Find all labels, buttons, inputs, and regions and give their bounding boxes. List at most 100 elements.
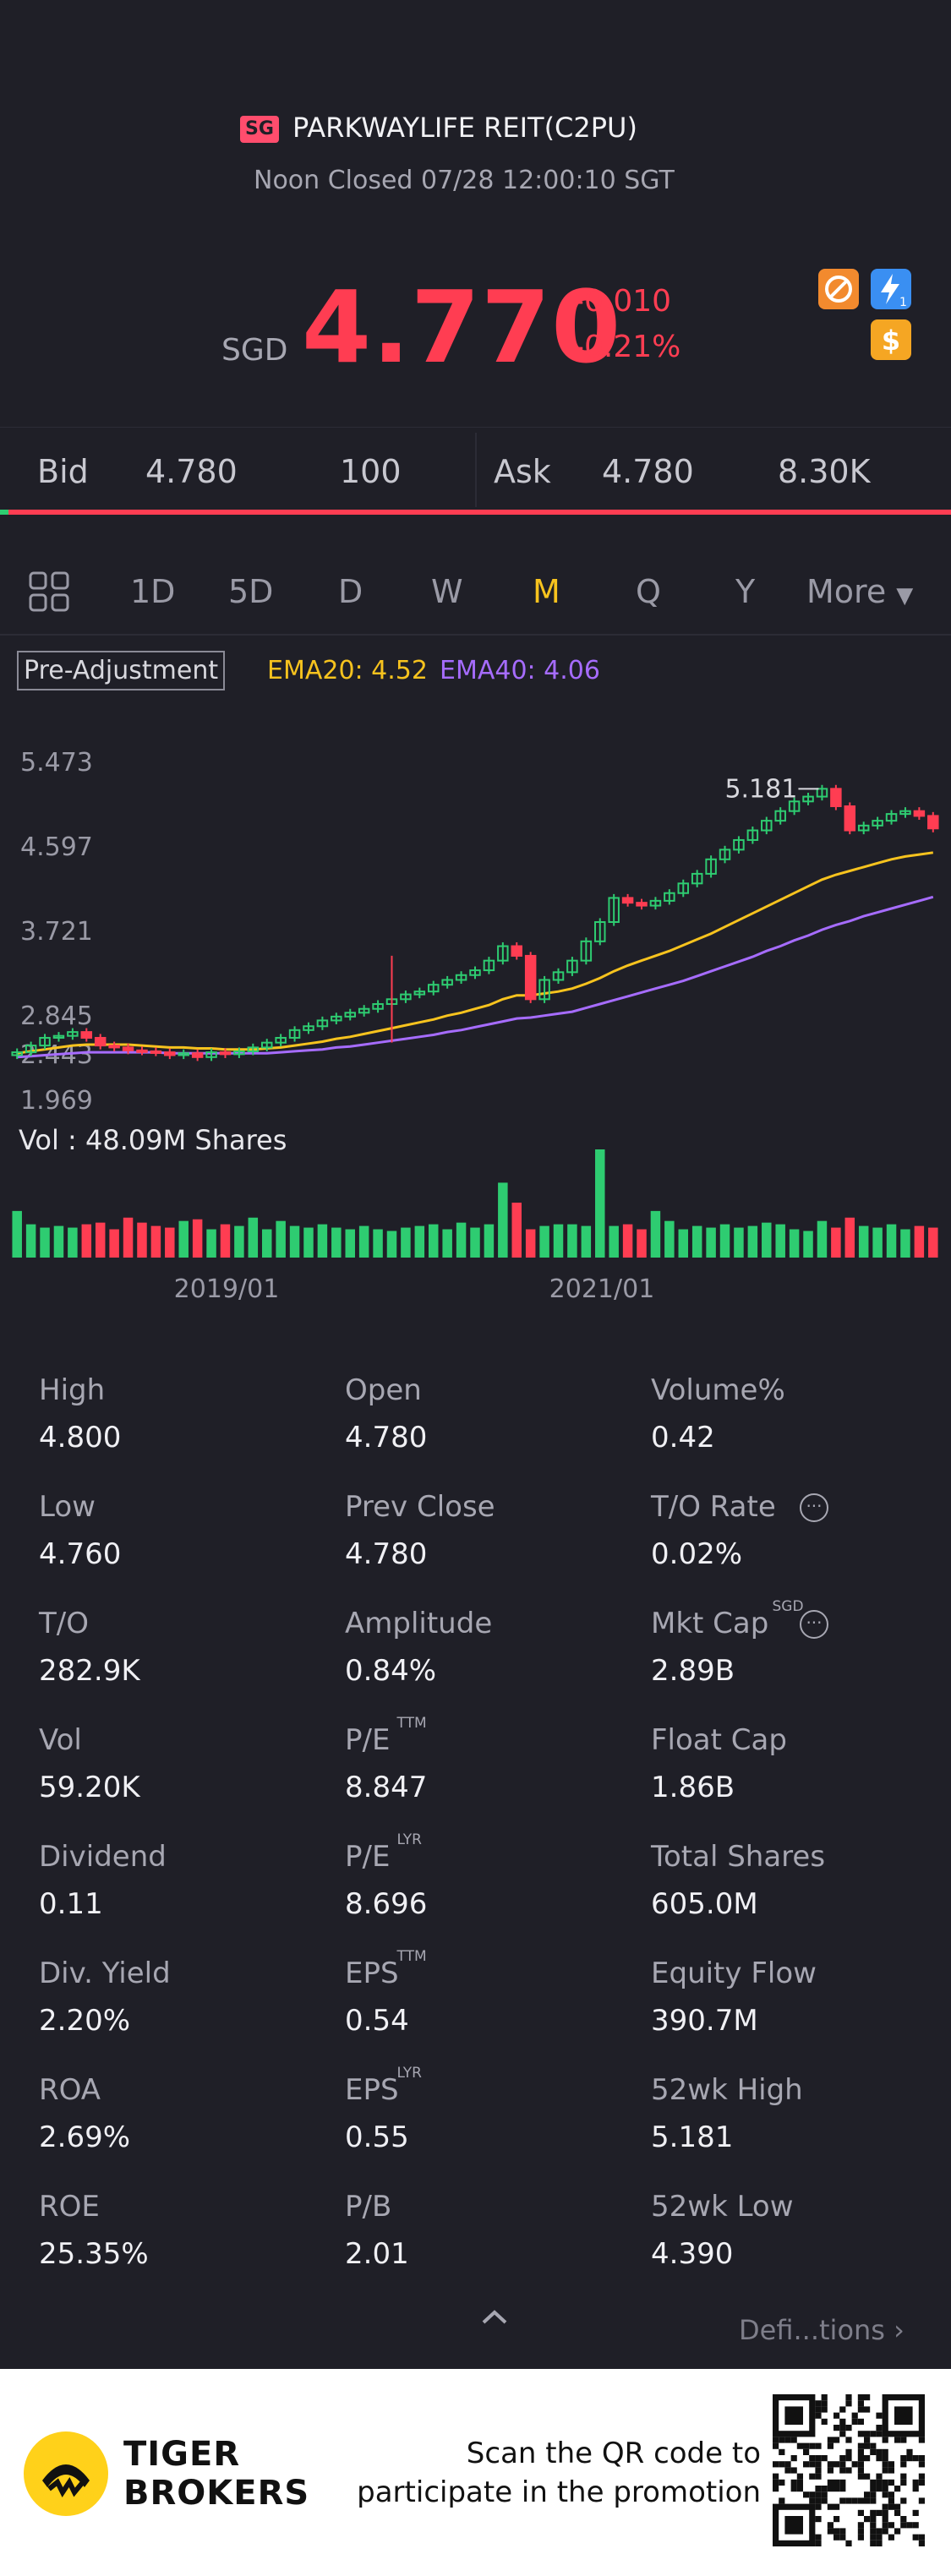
qr-module — [845, 2448, 852, 2455]
stat-value: 0.02% — [651, 1537, 743, 1571]
qr-module — [773, 2461, 779, 2468]
volume-bar — [637, 1229, 647, 1258]
qr-module — [900, 2455, 907, 2462]
tab-q[interactable]: Q — [636, 573, 661, 610]
volume-bar — [109, 1229, 119, 1258]
tab-y[interactable]: Y — [735, 573, 756, 610]
bid-label: Bid — [37, 453, 89, 490]
volume-bar — [817, 1220, 828, 1258]
currency-label: SGD — [221, 333, 288, 368]
qr-module — [773, 2442, 779, 2449]
tab-5d[interactable]: 5D — [228, 573, 274, 610]
more-info-icon[interactable]: ··· — [800, 1493, 828, 1522]
stat-label: ROE — [39, 2190, 100, 2224]
stat-label: Div. Yield — [39, 1957, 171, 1990]
candle-body — [594, 920, 606, 942]
qr-module — [876, 2412, 883, 2419]
tiger-logo-icon — [24, 2431, 108, 2516]
tab-1d[interactable]: 1D — [130, 573, 176, 610]
qr-module — [912, 2509, 919, 2516]
layout-grid-icon[interactable] — [27, 570, 71, 614]
qr-module — [845, 2497, 852, 2504]
qr-module — [833, 2486, 840, 2492]
qr-module — [821, 2497, 828, 2504]
volume-bar — [345, 1229, 355, 1258]
svg-text:1: 1 — [899, 296, 907, 309]
volume-bar — [844, 1217, 855, 1258]
quote-divider — [475, 433, 477, 507]
volume-bar — [165, 1227, 175, 1258]
qr-module — [815, 2412, 822, 2419]
candle-body — [303, 1025, 314, 1031]
stat-label: Total Shares — [651, 1840, 826, 1874]
y-tick-label: 4.597 — [20, 832, 93, 862]
qr-module — [796, 2442, 803, 2449]
qr-module — [870, 2522, 877, 2529]
volume-bar — [401, 1227, 411, 1258]
pre-adjustment-toggle[interactable]: Pre-Adjustment — [17, 651, 226, 690]
qr-module — [870, 2509, 877, 2516]
volume-bar — [553, 1224, 564, 1258]
volume-chart[interactable]: 2019/01 2021/01 — [0, 1132, 951, 1302]
qr-module — [876, 2455, 883, 2462]
qr-module — [888, 2491, 894, 2498]
no-short-sell-icon[interactable] — [818, 269, 859, 309]
volume-bar — [858, 1225, 869, 1258]
tab-d[interactable]: D — [338, 573, 363, 610]
stock-title[interactable]: PARKWAYLIFE REIT(C2PU) — [292, 112, 637, 144]
stat-label: P/B — [345, 2190, 392, 2224]
volume-bar — [511, 1203, 522, 1258]
more-info-icon[interactable]: ··· — [800, 1610, 828, 1639]
qr-module — [882, 2448, 888, 2455]
qr-module — [888, 2534, 894, 2541]
qr-module — [918, 2479, 925, 2486]
qr-module — [790, 2486, 797, 2492]
qr-module — [882, 2467, 888, 2474]
qr-module — [912, 2522, 919, 2529]
ema40-legend: EMA40: 4.06 — [440, 656, 600, 685]
qr-code-icon[interactable] — [773, 2394, 925, 2546]
bid-ask-bar: Bid 4.780 100 Ask 4.780 8.30K — [0, 427, 951, 512]
dollar-icon[interactable]: $ — [871, 319, 911, 360]
collapse-chevron-icon[interactable] — [473, 2299, 516, 2333]
candle-body — [761, 820, 773, 832]
price-change-percent: -0.21% — [573, 330, 681, 364]
qr-module — [845, 2455, 852, 2462]
volume-bar — [691, 1225, 702, 1258]
market-badge: SG — [240, 116, 279, 143]
qr-module — [888, 2497, 894, 2504]
tab-more[interactable]: More ▼ — [806, 573, 913, 610]
bid-ask-ratio-bar — [0, 510, 951, 515]
volume-bar — [303, 1227, 314, 1258]
qr-module — [888, 2503, 894, 2510]
definitions-link[interactable]: Defi...tions › — [739, 2314, 905, 2346]
qr-module — [833, 2503, 840, 2510]
qr-module — [851, 2461, 858, 2468]
qr-module — [864, 2473, 871, 2480]
volume-bar — [928, 1227, 938, 1258]
candle-body — [413, 991, 426, 996]
definitions-label: Defi...tions — [739, 2314, 885, 2346]
qr-module — [857, 2418, 864, 2425]
qr-module — [815, 2473, 822, 2480]
lightning-level1-icon[interactable]: 1 — [871, 269, 911, 309]
qr-module — [827, 2486, 833, 2492]
qr-module — [857, 2461, 864, 2468]
qr-module — [833, 2437, 840, 2443]
stat-label: T/O Rate — [651, 1490, 776, 1524]
tab-m[interactable]: M — [533, 573, 560, 610]
qr-module — [882, 2509, 888, 2516]
qr-module — [796, 2473, 803, 2480]
tab-w[interactable]: W — [431, 573, 463, 610]
qr-module — [864, 2437, 871, 2443]
candle-body — [372, 1003, 384, 1010]
volume-bar — [95, 1222, 106, 1258]
stat-label: EPS — [345, 2073, 399, 2107]
qr-module — [906, 2522, 913, 2529]
qr-module — [857, 2528, 864, 2535]
qr-module — [918, 2461, 925, 2468]
volume-bar — [12, 1210, 22, 1258]
qr-module — [857, 2522, 864, 2529]
candle-body — [260, 1041, 273, 1049]
